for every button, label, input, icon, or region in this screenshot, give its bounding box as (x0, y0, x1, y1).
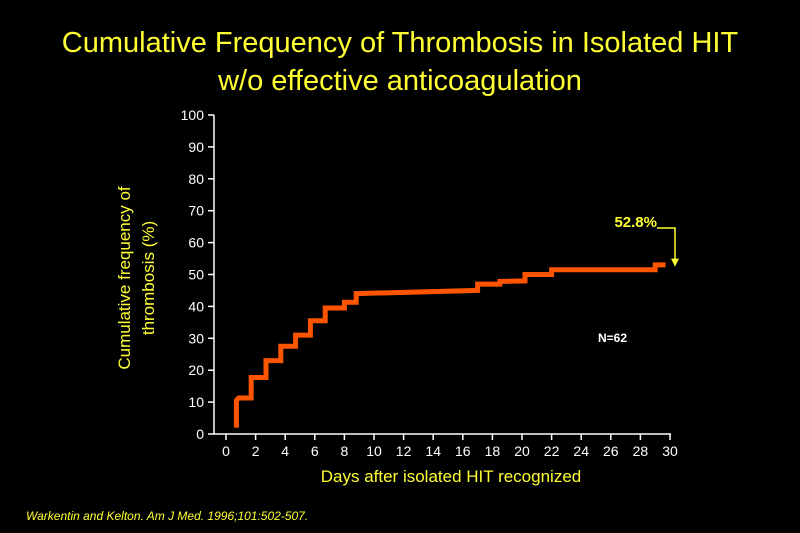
x-tick-label: 12 (396, 443, 412, 459)
page-title: Cumulative Frequency of Thrombosis in Is… (0, 24, 800, 100)
x-tick-label: 30 (662, 443, 678, 459)
y-tick-label: 10 (188, 394, 204, 410)
y-tick-label: 100 (181, 107, 205, 123)
y-axis-label: Cumulative frequency of thrombosis (%) (115, 186, 158, 370)
y-tick-label: 20 (188, 362, 204, 378)
y-tick-label: 70 (188, 203, 204, 219)
y-axis-label-line-1: Cumulative frequency of (115, 186, 134, 370)
annotation-sample-size: N=62 (598, 331, 627, 345)
y-tick-label: 30 (188, 330, 204, 346)
x-tick-label: 18 (485, 443, 501, 459)
annotation-label-52-8: 52.8% (614, 214, 657, 231)
annotation-arrowhead (671, 258, 679, 267)
annotation-leader (657, 227, 676, 260)
y-axis-ticks: 0 10 20 30 40 50 60 70 80 90 100 (181, 107, 214, 442)
x-tick-label: 16 (455, 443, 471, 459)
x-tick-label: 2 (252, 443, 260, 459)
x-tick-label: 22 (544, 443, 560, 459)
series-line-thrombosis (233, 262, 666, 428)
chart-series (233, 262, 666, 428)
x-tick-label: 24 (573, 443, 589, 459)
citation: Warkentin and Kelton. Am J Med. 1996;101… (26, 509, 309, 523)
title-line-1: Cumulative Frequency of Thrombosis in Is… (61, 27, 739, 59)
y-tick-label: 50 (188, 267, 204, 283)
y-axis-label-line-2: thrombosis (%) (139, 221, 158, 335)
x-axis-label: Days after isolated HIT recognized (321, 467, 581, 486)
title-line-2: w/o effective anticoagulation (218, 65, 582, 97)
y-tick-label: 0 (196, 426, 204, 442)
x-tick-label: 8 (341, 443, 349, 459)
x-tick-label: 0 (222, 443, 230, 459)
x-tick-label: 4 (281, 443, 289, 459)
y-tick-label: 40 (188, 298, 204, 314)
x-tick-label: 14 (425, 443, 441, 459)
y-tick-label: 60 (188, 235, 204, 251)
chart-annotations: 52.8% N=62 (598, 214, 679, 345)
y-tick-label: 90 (188, 139, 204, 155)
x-tick-label: 6 (311, 443, 319, 459)
chart-axes (213, 115, 671, 435)
x-tick-label: 28 (633, 443, 649, 459)
x-tick-label: 26 (603, 443, 619, 459)
x-tick-label: 10 (366, 443, 382, 459)
y-tick-label: 80 (188, 171, 204, 187)
x-tick-label: 20 (514, 443, 530, 459)
x-axis-ticks: 0 2 4 6 8 10 12 14 16 18 20 22 24 26 28 30 (222, 434, 678, 459)
